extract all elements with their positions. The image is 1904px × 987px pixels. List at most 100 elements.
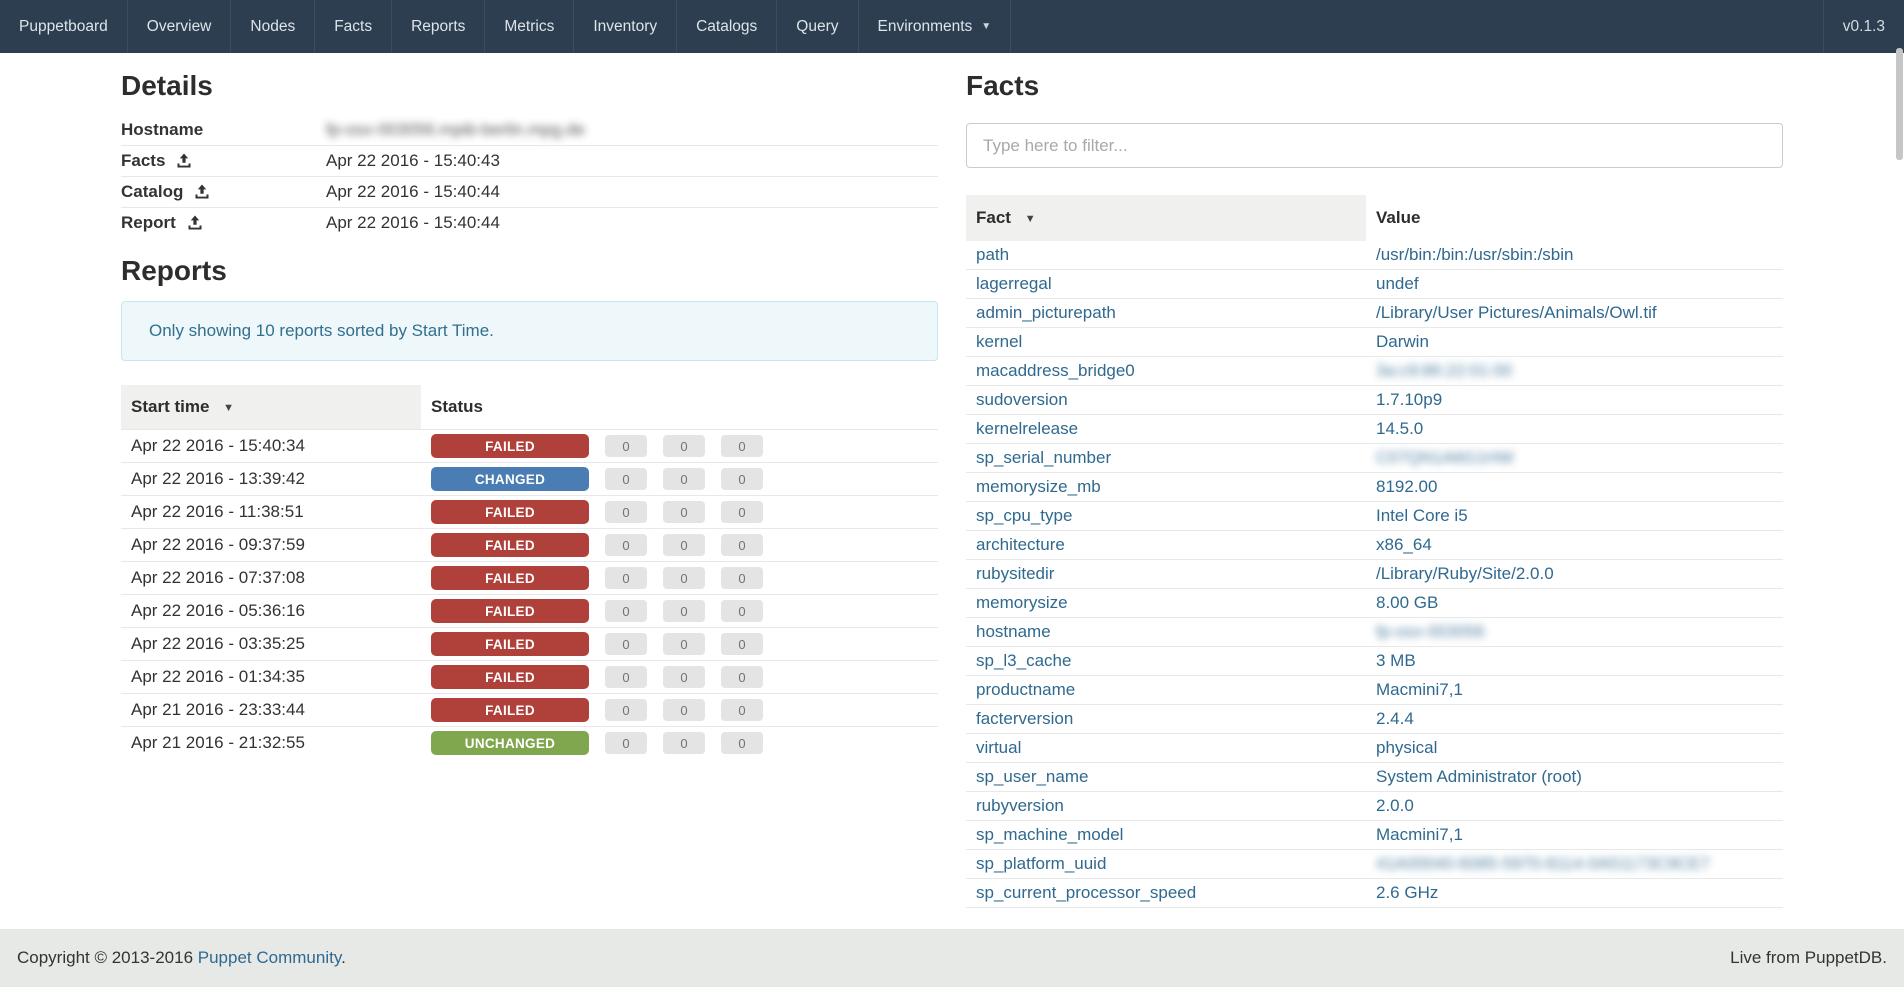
fact-name-link[interactable]: sp_serial_number [976,448,1112,467]
status-badge[interactable]: FAILED [431,434,589,458]
fact-name-link[interactable]: productname [976,680,1076,699]
column-header-start-time[interactable]: Start time ▼ [121,385,421,430]
report-start-time: Apr 22 2016 - 11:38:51 [121,495,421,529]
fact-value: undef [1376,274,1419,293]
count-badge: 0 [721,468,763,490]
fact-name-link[interactable]: sp_cpu_type [976,506,1073,525]
upload-icon[interactable] [194,184,210,200]
reports-title: Reports [121,255,227,286]
fact-row: lagerregal undef [966,269,1783,299]
report-start-time: Apr 22 2016 - 01:34:35 [121,660,421,694]
nav-item-inventory[interactable]: Inventory [574,0,678,53]
fact-row: virtual physical [966,733,1783,763]
report-status-cell: FAILED 0 0 0 [431,632,928,656]
report-status-cell: FAILED 0 0 0 [431,500,928,524]
nav-item-environments-dropdown[interactable]: Environments ▼ [859,0,1012,53]
fact-name-link[interactable]: hostname [976,622,1051,641]
fact-name-link[interactable]: architecture [976,535,1065,554]
report-status-cell: FAILED 0 0 0 [431,665,928,689]
fact-row: rubyversion 2.0.0 [966,791,1783,821]
nav-item-nodes[interactable]: Nodes [231,0,316,53]
count-badge: 0 [721,435,763,457]
count-badge: 0 [721,666,763,688]
nav-item-query[interactable]: Query [777,0,859,53]
reports-table: Start time ▼ Status Apr 22 2016 - 15:40:… [121,385,938,759]
fact-name-link[interactable]: path [976,245,1010,264]
report-row: Apr 22 2016 - 13:39:42 CHANGED 0 0 0 [121,462,938,496]
column-header-fact[interactable]: Fact ▼ [966,195,1366,241]
fact-name-link[interactable]: sp_user_name [976,767,1089,786]
status-badge[interactable]: CHANGED [431,467,589,491]
fact-name-link[interactable]: virtual [976,738,1022,757]
status-badge[interactable]: FAILED [431,566,589,590]
status-badge[interactable]: FAILED [431,665,589,689]
report-row: Apr 22 2016 - 05:36:16 FAILED 0 0 0 [121,594,938,628]
fact-name-link[interactable]: lagerregal [976,274,1052,293]
fact-name-link[interactable]: memorysize_mb [976,477,1101,496]
fact-name-link[interactable]: sp_platform_uuid [976,854,1107,873]
count-badge: 0 [721,699,763,721]
upload-icon[interactable] [187,215,203,231]
fact-row: memorysize_mb 8192.00 [966,472,1783,502]
report-start-time: Apr 22 2016 - 09:37:59 [121,528,421,562]
fact-name-link[interactable]: kernelrelease [976,419,1079,438]
vertical-scrollbar-thumb[interactable] [1896,48,1903,160]
details-label-text: Hostname [121,119,204,139]
column-header-status[interactable]: Status [421,385,938,430]
count-badge: 0 [663,435,705,457]
copyright-suffix: . [341,948,346,967]
status-badge[interactable]: UNCHANGED [431,731,589,755]
report-start-time: Apr 22 2016 - 05:36:16 [121,594,421,628]
status-badge[interactable]: FAILED [431,632,589,656]
count-badge: 0 [663,633,705,655]
report-status-cell: FAILED 0 0 0 [431,566,928,590]
fact-name-link[interactable]: admin_picturepath [976,303,1116,322]
footer: Copyright © 2013-2016 Puppet Community. … [0,929,1904,987]
fact-name-link[interactable]: kernel [976,332,1023,351]
nav-item-catalogs[interactable]: Catalogs [677,0,778,53]
nav-item-reports[interactable]: Reports [392,0,486,53]
fact-name-link[interactable]: facterversion [976,709,1074,728]
status-badge[interactable]: FAILED [431,698,589,722]
fact-name-link[interactable]: rubysitedir [976,564,1055,583]
nav-item-overview[interactable]: Overview [128,0,232,53]
navbar: Puppetboard Overview Nodes Facts Reports Met… [0,0,1904,53]
fact-value: 41A00040-6085-5970-8114-0A51173C9CE7 [1376,854,1710,873]
upload-icon[interactable] [176,153,192,169]
details-label-text: Facts [121,151,166,170]
status-badge[interactable]: FAILED [431,599,589,623]
fact-row: kernelrelease 14.5.0 [966,414,1783,444]
fact-name-link[interactable]: sp_machine_model [976,825,1124,844]
facts-filter-input[interactable] [966,123,1783,168]
details-label: Catalog [121,182,326,202]
nav-brand-puppetboard[interactable]: Puppetboard [0,0,128,53]
details-label: Facts [121,151,326,171]
nav-left: Puppetboard Overview Nodes Facts Reports Met… [0,0,1012,53]
fact-value: /usr/bin:/bin:/usr/sbin:/sbin [1376,245,1574,264]
fact-name-link[interactable]: rubyversion [976,796,1064,815]
status-badge[interactable]: FAILED [431,500,589,524]
footer-live-status: Live from PuppetDB. [1730,948,1887,967]
copyright-text: Copyright © 2013-2016 [17,948,198,967]
fact-name-link[interactable]: macaddress_bridge0 [976,361,1135,380]
chevron-down-icon: ▼ [981,21,992,32]
column-header-value[interactable]: Value [1366,195,1783,241]
count-badge: 0 [663,732,705,754]
fact-row: path /usr/bin:/bin:/usr/sbin:/sbin [966,241,1783,270]
nav-item-facts[interactable]: Facts [315,0,393,53]
count-badge: 0 [721,567,763,589]
nav-item-metrics[interactable]: Metrics [485,0,575,53]
fact-name-link[interactable]: memorysize [976,593,1068,612]
fact-name-link[interactable]: sp_l3_cache [976,651,1072,670]
fact-row: sp_machine_model Macmini7,1 [966,820,1783,850]
puppet-community-link[interactable]: Puppet Community [197,948,342,967]
fact-value: 2.4.4 [1376,709,1414,728]
fact-name-link[interactable]: sp_current_processor_speed [976,883,1197,902]
report-row: Apr 22 2016 - 11:38:51 FAILED 0 0 0 [121,495,938,529]
status-badge[interactable]: FAILED [431,533,589,557]
fact-row: sp_cpu_type Intel Core i5 [966,501,1783,531]
facts-table: Fact ▼ Value path /usr/bin:/bin:/usr/sbi… [966,195,1783,908]
report-row: Apr 22 2016 - 01:34:35 FAILED 0 0 0 [121,660,938,694]
fact-name-link[interactable]: sudoversion [976,390,1068,409]
fact-row: sp_current_processor_speed 2.6 GHz [966,878,1783,908]
